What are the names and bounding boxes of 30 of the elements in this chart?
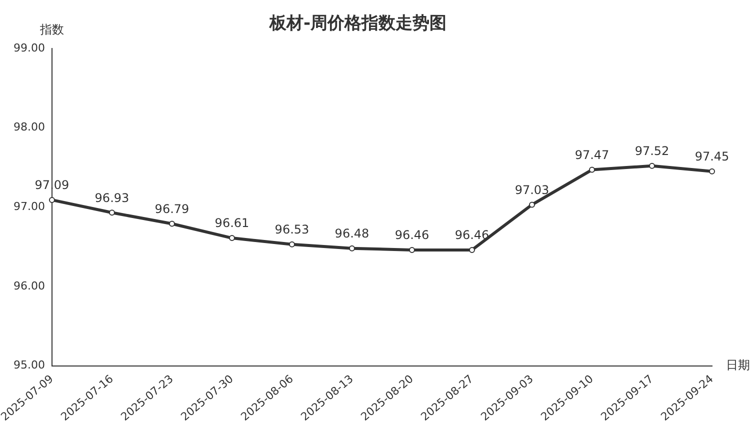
point xyxy=(228,235,235,242)
data-label: 97.52 xyxy=(634,144,670,158)
y-axis-title: 指数 xyxy=(38,22,64,37)
point xyxy=(108,210,115,216)
y-tick-label: 99.00 xyxy=(13,41,45,54)
point xyxy=(709,168,715,174)
y-tick-label: 98.00 xyxy=(13,120,45,134)
point xyxy=(408,246,415,253)
data-label: 96.48 xyxy=(334,226,370,240)
data-label: 96.46 xyxy=(394,228,430,242)
data-label: 97.45 xyxy=(694,150,730,164)
point xyxy=(288,241,295,248)
chart-title: 板材-周价格指数走势图 xyxy=(268,14,447,34)
data-label: 96.53 xyxy=(274,222,310,237)
point xyxy=(168,220,175,227)
point xyxy=(48,196,55,203)
point xyxy=(648,162,655,169)
y-tick-label: 95.00 xyxy=(13,358,45,372)
data-label: 96.79 xyxy=(154,202,190,216)
data-label: 96.93 xyxy=(94,190,130,205)
data-label: 97.47 xyxy=(574,148,610,162)
x-axis-title: 日期 xyxy=(726,358,750,372)
point xyxy=(588,166,595,173)
data-label: 96.46 xyxy=(454,228,490,242)
data-label: 96.61 xyxy=(214,216,250,230)
y-tick-label: 96.00 xyxy=(13,279,45,292)
point xyxy=(348,245,355,252)
point xyxy=(528,202,535,208)
y-tick-label: 97.00 xyxy=(13,200,45,213)
data-label: 97.03 xyxy=(514,182,550,197)
